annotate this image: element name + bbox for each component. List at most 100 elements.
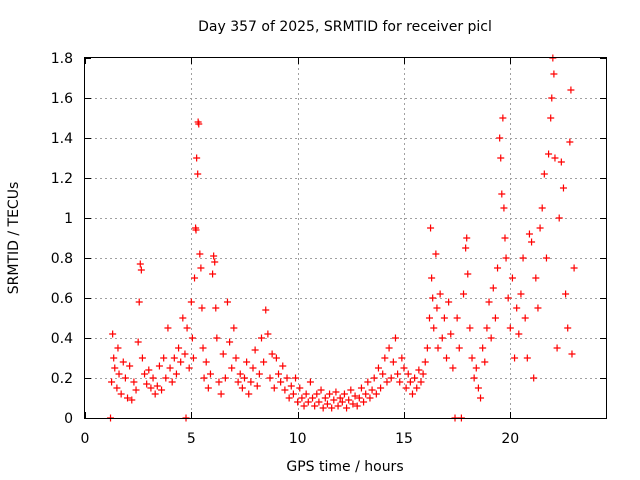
data-point [253, 382, 261, 390]
data-point [538, 204, 546, 212]
data-point [429, 294, 437, 302]
data-point [489, 284, 497, 292]
data-point [177, 358, 185, 366]
data-point [536, 224, 544, 232]
plot-frame [84, 57, 607, 419]
data-point [555, 214, 563, 222]
y-tick-label: 1.4 [51, 131, 73, 147]
data-point [298, 394, 306, 402]
data-point [504, 294, 512, 302]
data-point [192, 226, 200, 234]
x-tick-label: 0 [81, 431, 90, 447]
data-point [343, 404, 351, 412]
data-point [534, 304, 542, 312]
data-point [532, 274, 540, 282]
grid-lines [85, 58, 606, 418]
data-point [155, 362, 163, 370]
data-point [564, 324, 572, 332]
data-point [326, 390, 334, 398]
data-point [137, 266, 145, 274]
x-tick-label: 10 [289, 431, 307, 447]
data-point [328, 404, 336, 412]
data-point [340, 390, 348, 398]
data-point [345, 396, 353, 404]
data-point [183, 324, 191, 332]
data-point [389, 358, 397, 366]
data-point [189, 354, 197, 362]
data-point [499, 114, 507, 122]
data-point [472, 364, 480, 372]
data-point [362, 390, 370, 398]
data-point [294, 398, 302, 406]
data-point [206, 370, 214, 378]
data-point [292, 374, 300, 382]
data-point [379, 370, 387, 378]
data-point [245, 390, 253, 398]
data-point [417, 378, 425, 386]
data-point [319, 404, 327, 412]
data-point [202, 358, 210, 366]
data-point [515, 330, 523, 338]
data-point [228, 364, 236, 372]
data-point [151, 390, 159, 398]
data-point [430, 324, 438, 332]
data-point [236, 370, 244, 378]
data-point [226, 338, 234, 346]
data-point [188, 334, 196, 342]
data-point [466, 324, 474, 332]
data-point [121, 374, 129, 382]
data-point [232, 354, 240, 362]
data-point [128, 396, 136, 404]
data-point [334, 402, 342, 410]
data-point [517, 290, 525, 298]
data-point [124, 394, 132, 402]
data-point [111, 364, 119, 372]
data-point [113, 384, 121, 392]
data-point [134, 338, 142, 346]
data-point [568, 350, 576, 358]
data-point [194, 170, 202, 178]
data-point [289, 390, 297, 398]
x-tick-label: 15 [395, 431, 413, 447]
data-point [145, 366, 153, 374]
data-point [277, 378, 285, 386]
data-point [567, 86, 575, 94]
data-point [540, 170, 548, 178]
data-point [402, 384, 410, 392]
data-point [135, 298, 143, 306]
data-point [249, 364, 257, 372]
data-point [221, 374, 229, 382]
data-point [126, 362, 134, 370]
data-point [419, 370, 427, 378]
data-point [357, 384, 365, 392]
data-point [264, 330, 272, 338]
data-point [433, 304, 441, 312]
data-point [166, 364, 174, 372]
data-point [496, 134, 504, 142]
data-point [557, 158, 565, 166]
data-point [502, 254, 510, 262]
data-point [383, 378, 391, 386]
data-point [300, 402, 308, 410]
data-point [336, 394, 344, 402]
data-point [153, 382, 161, 390]
data-point [323, 400, 331, 408]
data-point [255, 370, 263, 378]
x-axis-label: GPS time / hours [286, 459, 403, 475]
data-point [497, 154, 505, 162]
data-point [436, 290, 444, 298]
data-point [304, 398, 312, 406]
data-point [501, 234, 509, 242]
data-point [114, 344, 122, 352]
data-point [230, 324, 238, 332]
data-point [170, 354, 178, 362]
data-point [347, 386, 355, 394]
data-point [406, 378, 414, 386]
data-point [464, 270, 472, 278]
data-point [479, 344, 487, 352]
data-point [521, 314, 529, 322]
data-point [498, 190, 506, 198]
data-point [413, 384, 421, 392]
data-point [449, 364, 457, 372]
data-point [281, 386, 289, 394]
